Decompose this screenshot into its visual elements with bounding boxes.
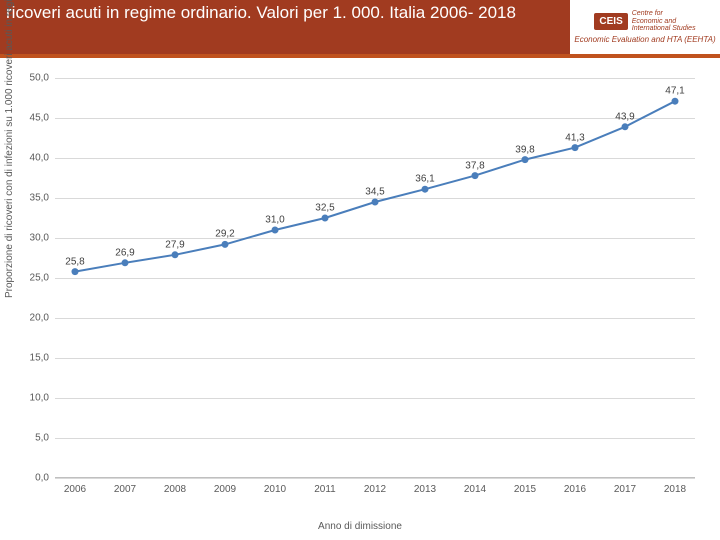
x-tick-label: 2017 <box>614 484 636 495</box>
data-marker <box>372 199 379 206</box>
data-marker <box>322 215 329 222</box>
data-marker <box>72 268 79 275</box>
y-tick-label: 20,0 <box>30 313 49 324</box>
x-tick-label: 2006 <box>64 484 86 495</box>
x-tick-label: 2016 <box>564 484 586 495</box>
data-marker <box>472 172 479 179</box>
y-tick-label: 0,0 <box>35 473 49 484</box>
data-label: 27,9 <box>165 239 184 250</box>
page-title: ricoveri acuti in regime ordinario. Valo… <box>0 0 570 58</box>
x-axis-label: Anno di dimissione <box>0 521 720 532</box>
logo-lines: Centre for Economic and International St… <box>632 10 696 33</box>
data-label: 29,2 <box>215 229 234 240</box>
y-tick-label: 30,0 <box>30 233 49 244</box>
logo-line: International Studies <box>632 25 696 33</box>
data-label: 34,5 <box>365 187 384 198</box>
data-marker <box>172 251 179 258</box>
data-label: 37,8 <box>465 160 484 171</box>
x-tick-label: 2013 <box>414 484 436 495</box>
x-tick-label: 2009 <box>214 484 236 495</box>
logo-block: CEIS Centre for Economic and Internation… <box>570 0 720 58</box>
x-tick-label: 2018 <box>664 484 686 495</box>
y-tick-label: 45,0 <box>30 113 49 124</box>
x-tick-label: 2010 <box>264 484 286 495</box>
y-tick-label: 40,0 <box>30 153 49 164</box>
data-label: 43,9 <box>615 111 634 122</box>
data-label: 25,8 <box>65 256 84 267</box>
data-label: 31,0 <box>265 215 284 226</box>
data-marker <box>222 241 229 248</box>
y-tick-label: 50,0 <box>30 73 49 84</box>
plot-region: 0,05,010,015,020,025,030,035,040,045,050… <box>55 78 695 478</box>
logo-line: Centre for <box>632 10 696 18</box>
gridline <box>55 478 695 479</box>
data-marker <box>672 98 679 105</box>
data-marker <box>622 123 629 130</box>
x-tick-label: 2007 <box>114 484 136 495</box>
x-tick-label: 2012 <box>364 484 386 495</box>
data-marker <box>422 186 429 193</box>
data-marker <box>122 259 129 266</box>
y-axis-label: Proporzione di ricoveri con di infezioni… <box>4 0 15 298</box>
data-label: 32,5 <box>315 203 334 214</box>
header-bar: ricoveri acuti in regime ordinario. Valo… <box>0 0 720 58</box>
line-series <box>55 78 695 478</box>
logo-badge: CEIS <box>594 13 627 30</box>
y-tick-label: 10,0 <box>30 393 49 404</box>
y-tick-label: 15,0 <box>30 353 49 364</box>
data-marker <box>522 156 529 163</box>
data-label: 36,1 <box>415 174 434 185</box>
data-marker <box>272 227 279 234</box>
x-tick-label: 2015 <box>514 484 536 495</box>
data-label: 47,1 <box>665 86 684 97</box>
data-label: 26,9 <box>115 247 134 258</box>
chart-area: Proporzione di ricoveri con di infezioni… <box>0 58 720 540</box>
y-tick-label: 25,0 <box>30 273 49 284</box>
logo-line: Economic and <box>632 18 696 26</box>
data-label: 41,3 <box>565 132 584 143</box>
logo-subtitle: Economic Evaluation and HTA (EEHTA) <box>574 35 715 44</box>
data-label: 39,8 <box>515 144 534 155</box>
data-marker <box>572 144 579 151</box>
x-tick-label: 2008 <box>164 484 186 495</box>
y-tick-label: 35,0 <box>30 193 49 204</box>
x-tick-label: 2014 <box>464 484 486 495</box>
y-tick-label: 5,0 <box>35 433 49 444</box>
x-tick-label: 2011 <box>314 484 336 495</box>
